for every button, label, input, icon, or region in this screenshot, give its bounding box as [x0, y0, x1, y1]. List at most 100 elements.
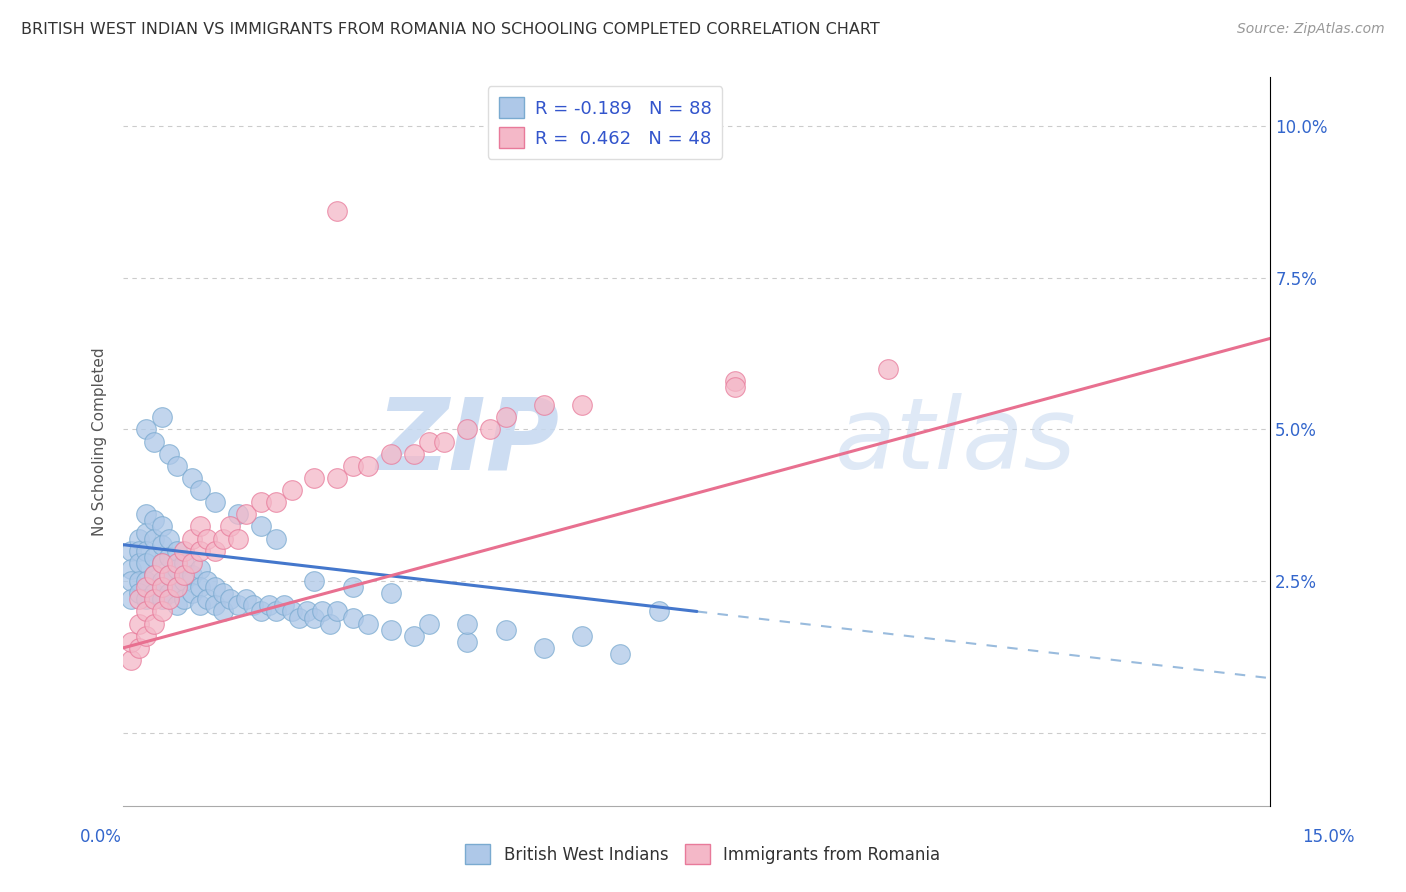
Point — [181, 471, 204, 485]
Point — [157, 568, 180, 582]
Point — [257, 599, 280, 613]
Point — [418, 434, 440, 449]
Point — [380, 623, 402, 637]
Point — [380, 586, 402, 600]
Point — [197, 532, 219, 546]
Point — [128, 532, 150, 546]
Point — [120, 635, 142, 649]
Point — [157, 532, 180, 546]
Point — [250, 604, 273, 618]
Point — [724, 380, 747, 394]
Point — [150, 410, 173, 425]
Point — [135, 508, 157, 522]
Text: Source: ZipAtlas.com: Source: ZipAtlas.com — [1237, 22, 1385, 37]
Point — [204, 580, 226, 594]
Point — [120, 562, 142, 576]
Point — [188, 519, 211, 533]
Point — [128, 574, 150, 588]
Point — [380, 447, 402, 461]
Point — [197, 574, 219, 588]
Point — [181, 556, 204, 570]
Point — [264, 604, 287, 618]
Point — [135, 543, 157, 558]
Point — [197, 592, 219, 607]
Point — [226, 532, 249, 546]
Point — [418, 616, 440, 631]
Point — [609, 647, 631, 661]
Legend: British West Indians, Immigrants from Romania: British West Indians, Immigrants from Ro… — [458, 838, 948, 871]
Point — [188, 543, 211, 558]
Point — [142, 592, 165, 607]
Point — [120, 574, 142, 588]
Point — [724, 374, 747, 388]
Point — [326, 604, 349, 618]
Point — [264, 495, 287, 509]
Point — [319, 616, 342, 631]
Point — [495, 410, 517, 425]
Point — [120, 592, 142, 607]
Point — [135, 580, 157, 594]
Point — [128, 592, 150, 607]
Point — [142, 532, 165, 546]
Point — [280, 604, 302, 618]
Text: 0.0%: 0.0% — [80, 828, 122, 846]
Point — [181, 532, 204, 546]
Point — [142, 586, 165, 600]
Point — [142, 616, 165, 631]
Point — [250, 519, 273, 533]
Point — [120, 653, 142, 667]
Point — [135, 422, 157, 436]
Point — [242, 599, 264, 613]
Point — [135, 629, 157, 643]
Point — [166, 543, 188, 558]
Point — [157, 549, 180, 564]
Point — [142, 549, 165, 564]
Point — [157, 592, 180, 607]
Point — [173, 592, 195, 607]
Point — [150, 592, 173, 607]
Text: atlas: atlas — [835, 393, 1076, 490]
Point — [456, 616, 478, 631]
Point — [533, 398, 555, 412]
Point — [204, 495, 226, 509]
Point — [142, 568, 165, 582]
Point — [166, 458, 188, 473]
Point — [142, 568, 165, 582]
Point — [166, 556, 188, 570]
Point — [204, 599, 226, 613]
Point — [166, 562, 188, 576]
Point — [211, 604, 233, 618]
Point — [142, 513, 165, 527]
Point — [342, 458, 364, 473]
Point — [150, 604, 173, 618]
Text: ZIP: ZIP — [377, 393, 560, 490]
Point — [226, 508, 249, 522]
Point — [479, 422, 502, 436]
Point — [188, 580, 211, 594]
Point — [280, 483, 302, 497]
Point — [166, 599, 188, 613]
Point — [173, 556, 195, 570]
Point — [571, 398, 593, 412]
Point — [326, 471, 349, 485]
Point — [311, 604, 333, 618]
Y-axis label: No Schooling Completed: No Schooling Completed — [93, 347, 107, 536]
Point — [150, 574, 173, 588]
Point — [150, 538, 173, 552]
Point — [288, 610, 311, 624]
Point — [150, 519, 173, 533]
Point — [219, 592, 242, 607]
Point — [326, 203, 349, 218]
Point — [150, 556, 173, 570]
Point — [128, 586, 150, 600]
Point — [157, 586, 180, 600]
Point — [226, 599, 249, 613]
Point — [166, 580, 188, 594]
Point — [250, 495, 273, 509]
Point — [150, 556, 173, 570]
Point — [120, 543, 142, 558]
Point — [157, 447, 180, 461]
Point — [173, 574, 195, 588]
Point — [647, 604, 669, 618]
Point — [135, 556, 157, 570]
